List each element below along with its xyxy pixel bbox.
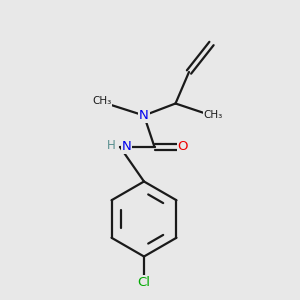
Text: N: N [122,140,131,154]
Text: O: O [178,140,188,154]
Text: N: N [139,109,149,122]
Text: CH₃: CH₃ [203,110,223,121]
Text: Cl: Cl [137,275,151,289]
Text: H: H [107,139,116,152]
Text: CH₃: CH₃ [92,96,112,106]
